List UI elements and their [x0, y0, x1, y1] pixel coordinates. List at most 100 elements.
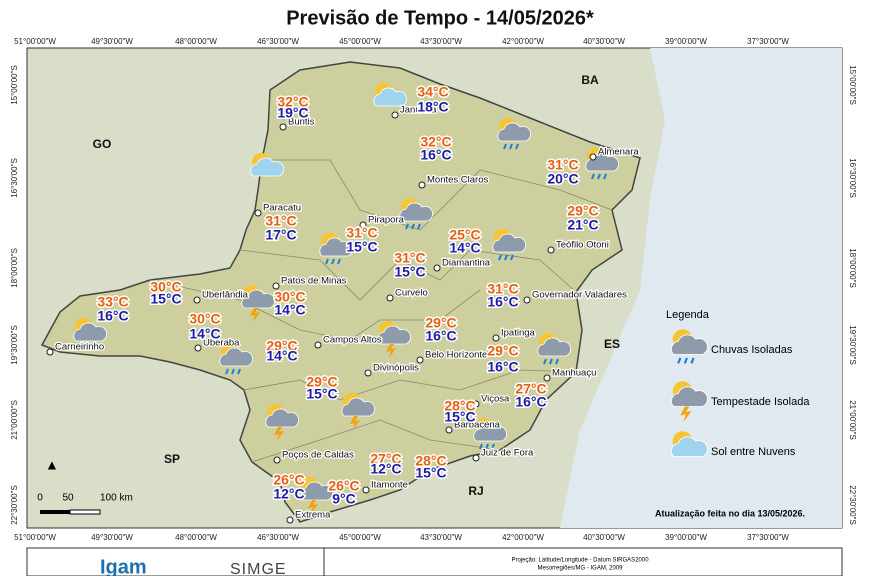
- city-name: Teófilo Otoni: [556, 240, 609, 251]
- min-temp: 9°C: [332, 491, 356, 507]
- min-temp: 17°C: [265, 227, 296, 243]
- weather-icon: [299, 477, 334, 514]
- legend-item: Sol entre Nuvens: [711, 446, 796, 458]
- min-temp: 15°C: [394, 264, 425, 280]
- longitude-label: 45°00'00"W: [339, 533, 381, 542]
- state-label: RJ: [468, 484, 483, 498]
- city-name: Manhuaçu: [552, 368, 596, 379]
- min-temp: 15°C: [150, 291, 181, 307]
- max-temp: 29°C: [266, 338, 297, 354]
- cloud: [250, 157, 285, 177]
- latitude-label: 16°30'00"S: [848, 158, 857, 198]
- city-marker: [314, 341, 322, 349]
- max-temp: 33°C: [97, 294, 128, 310]
- city-marker: [433, 264, 441, 272]
- max-temp: 29°C: [487, 343, 518, 359]
- longitude-label: 39°00'00"W: [665, 37, 707, 46]
- min-temp: 14°C: [449, 240, 480, 256]
- weather-icon: [497, 118, 532, 150]
- longitude-label: 37°30'00"W: [747, 533, 789, 542]
- city-name: Patos de Minas: [281, 276, 347, 287]
- cloud: [373, 87, 408, 107]
- cloud: [399, 202, 434, 222]
- weather-icon: [377, 321, 412, 358]
- city-name: Buritis: [288, 117, 315, 128]
- min-temp: 12°C: [273, 486, 304, 502]
- min-temp: 14°C: [266, 348, 297, 364]
- rain: [91, 343, 95, 350]
- logo-simge: SIMGE: [230, 561, 287, 576]
- city-name: Belo Horizonte: [425, 350, 487, 361]
- bolt: [350, 416, 360, 430]
- weather-icon: [341, 393, 376, 430]
- weather-icon: [319, 233, 354, 265]
- latitude-label: 16°30'00"S: [10, 158, 19, 198]
- rain: [555, 358, 559, 365]
- longitude-label: 51°00'00"W: [14, 37, 56, 46]
- bolt: [308, 500, 318, 514]
- update-note: Atualização feita no dia 13/05/2026.: [655, 508, 805, 518]
- latitude-label: 19°30'00"S: [10, 325, 19, 365]
- rain: [549, 358, 553, 365]
- city-marker: [193, 296, 201, 304]
- max-temp: 32°C: [277, 94, 308, 110]
- latitude-label: 21°00'00"S: [10, 400, 19, 440]
- rain: [690, 357, 695, 364]
- min-temp: 16°C: [487, 294, 518, 310]
- min-temp: 16°C: [487, 359, 518, 375]
- min-temp: 16°C: [97, 308, 128, 324]
- city-name: Carneirinho: [55, 342, 104, 353]
- cloud: [341, 397, 376, 417]
- max-temp: 30°C: [150, 279, 181, 295]
- min-temp: 15°C: [444, 409, 475, 425]
- city-marker: [359, 221, 367, 229]
- weather-icon: [250, 153, 285, 177]
- max-temp: 32°C: [420, 134, 451, 150]
- city-marker: [543, 374, 551, 382]
- weather-icon: [537, 333, 572, 365]
- projection: Projeção: Latitude/Longitude - Datum SIR…: [511, 558, 649, 564]
- rain: [504, 254, 508, 261]
- cloud: [537, 337, 572, 357]
- city-marker: [492, 334, 500, 342]
- rain: [411, 223, 415, 230]
- longitude-label: 49°30'00"W: [91, 533, 133, 542]
- rain: [417, 223, 421, 230]
- latitude-label: 22°30'00"S: [848, 485, 857, 525]
- city-name: Paracatu: [263, 203, 301, 214]
- city-marker: [416, 356, 424, 364]
- city-name: Poços de Caldas: [282, 450, 354, 461]
- city-name: Barbacena: [454, 420, 501, 431]
- rain: [231, 368, 235, 375]
- city-marker: [418, 181, 426, 189]
- meso-borders: [149, 159, 613, 463]
- rain: [225, 368, 229, 375]
- longitude-label: 46°30'00"W: [257, 533, 299, 542]
- cloud: [241, 289, 276, 309]
- city-marker: [523, 296, 531, 304]
- min-temp: 19°C: [277, 105, 308, 121]
- state-label: GO: [93, 137, 112, 151]
- max-temp: 26°C: [273, 472, 304, 488]
- min-temp: 14°C: [189, 326, 220, 342]
- longitude-label: 48°00'00"W: [175, 37, 217, 46]
- max-temp: 29°C: [567, 203, 598, 219]
- rain: [331, 258, 335, 265]
- city-marker: [194, 344, 202, 352]
- city-name: Itamonte: [371, 480, 408, 491]
- cloud: [319, 237, 354, 257]
- rain: [485, 443, 489, 450]
- max-temp: 27°C: [370, 451, 401, 467]
- longitude-label: 43°30'00"W: [420, 37, 462, 46]
- state-mg: [40, 61, 641, 523]
- min-temp: 16°C: [425, 328, 456, 344]
- city-marker: [286, 516, 294, 524]
- min-temp: 12°C: [370, 461, 401, 477]
- city-name: Extrema: [295, 510, 331, 521]
- weather-icon: [241, 285, 276, 322]
- rain: [85, 343, 89, 350]
- longitude-label: 40°30'00"W: [583, 37, 625, 46]
- city-marker: [362, 486, 370, 494]
- cloud: [219, 347, 254, 367]
- weather-icon: [670, 381, 708, 422]
